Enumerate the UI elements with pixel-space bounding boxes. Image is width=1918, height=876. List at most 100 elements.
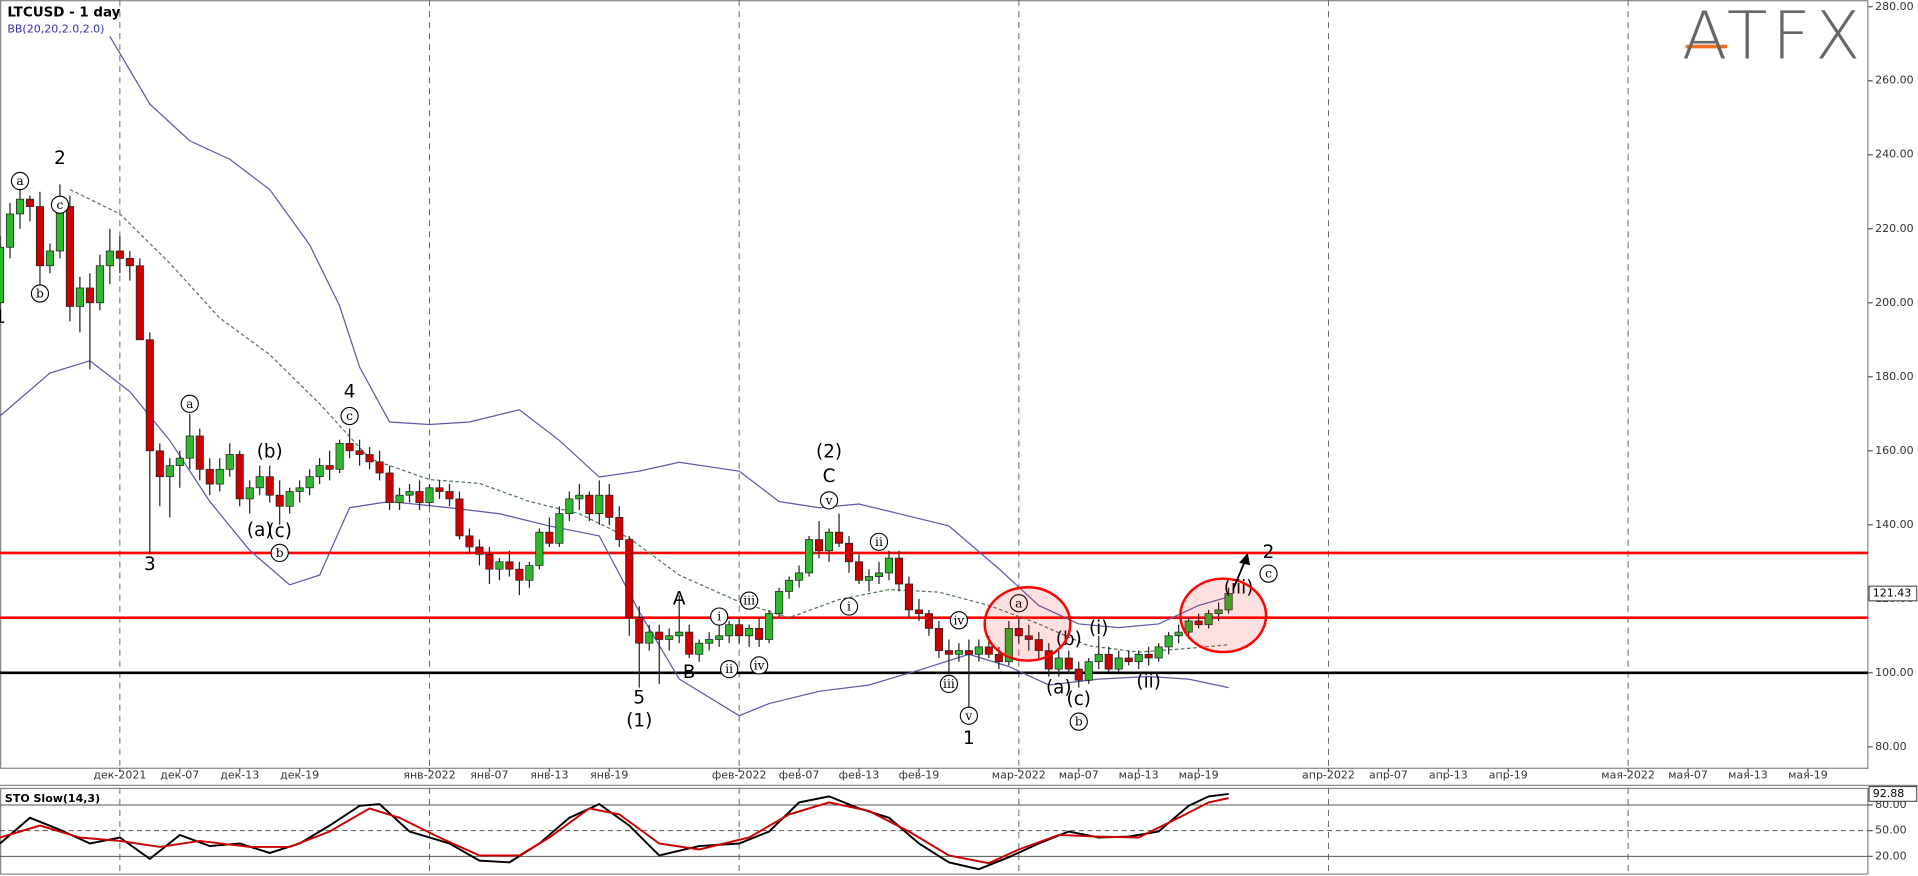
candle-body xyxy=(415,491,424,503)
candle-body xyxy=(894,557,904,585)
wave-label: iv xyxy=(754,659,765,673)
candle-body xyxy=(705,639,714,644)
x-tick-label: фев-19 xyxy=(899,769,940,782)
x-tick-label: янв-2022 xyxy=(403,769,455,782)
candle-body xyxy=(565,498,574,515)
wave-label: 2 xyxy=(54,148,66,169)
candle-body xyxy=(755,628,764,640)
y-tick-label: 240.00 xyxy=(1875,148,1914,161)
y-tick-label: 50.00 xyxy=(1875,824,1907,837)
candle-body xyxy=(655,631,664,640)
candle-body xyxy=(425,487,434,503)
wave-circle xyxy=(180,394,199,413)
indicator-line xyxy=(0,792,1229,871)
arrow-head xyxy=(1239,552,1251,566)
candle-body xyxy=(195,435,204,470)
candle-body xyxy=(1134,653,1143,663)
wave-circle xyxy=(939,674,959,694)
candle-body xyxy=(1024,635,1033,640)
candle-body xyxy=(465,535,474,548)
candle-body xyxy=(874,572,884,577)
wave-label: b xyxy=(36,287,44,301)
candle-body xyxy=(725,624,734,637)
y-tick-label: 80.00 xyxy=(1875,740,1907,753)
wave-label: iii xyxy=(943,677,955,691)
candle-body xyxy=(884,557,894,574)
x-tick-label: мар-19 xyxy=(1179,769,1219,782)
candle-body xyxy=(1094,653,1103,663)
y-tick-label: 180.00 xyxy=(1875,370,1914,383)
y-tick-label: 100.00 xyxy=(1875,666,1914,679)
main-frame xyxy=(0,0,1869,769)
candle-body xyxy=(1214,609,1223,614)
x-tick-label: мая-2022 xyxy=(1601,769,1655,782)
wave-label: c xyxy=(57,198,64,212)
x-tick-label: мая-13 xyxy=(1728,769,1768,782)
candle-body xyxy=(805,539,814,574)
wave-circle xyxy=(959,706,978,725)
candle-body xyxy=(65,206,74,307)
x-tick-label: янв-07 xyxy=(470,769,508,782)
y-tick-label: 20.00 xyxy=(1875,849,1907,862)
wave-label: (a) xyxy=(247,520,273,541)
candle-body xyxy=(395,494,404,503)
x-tick-label: дек-07 xyxy=(160,769,199,782)
wave-label: 3 xyxy=(144,554,156,575)
wave-label: c xyxy=(1265,567,1272,581)
candle-body xyxy=(375,461,384,474)
wave-label: (i) xyxy=(1089,618,1108,639)
candle-body xyxy=(1014,628,1023,637)
candle-body xyxy=(455,498,464,537)
candle-body xyxy=(5,213,15,248)
candle-body xyxy=(155,450,164,478)
x-tick-label: мая-07 xyxy=(1668,769,1708,782)
candle-body xyxy=(815,539,824,552)
wave-circle xyxy=(949,611,969,630)
candle-body xyxy=(685,631,694,655)
candle-body xyxy=(545,531,554,544)
candle-body xyxy=(365,454,374,463)
wave-label: i xyxy=(847,600,851,614)
highlight-ellipse xyxy=(1179,577,1268,654)
candle-body xyxy=(1054,657,1063,670)
candle-body xyxy=(125,258,134,267)
candle-body xyxy=(765,613,774,640)
candle-body xyxy=(775,591,784,614)
candle-body xyxy=(854,561,864,581)
wave-circle xyxy=(10,171,30,191)
highlights xyxy=(983,552,1268,662)
chart-title: LTCUSD - 1 day xyxy=(7,5,120,20)
wave-label: (2) xyxy=(816,442,842,463)
candle-body xyxy=(904,583,913,611)
wave-label: ii xyxy=(875,535,883,549)
wave-label: (iii) xyxy=(1224,577,1254,598)
wave-circle xyxy=(270,543,289,563)
wave-label: (a) xyxy=(1046,678,1072,699)
wave-label: iv xyxy=(953,613,964,627)
wave-label: a xyxy=(1015,596,1022,610)
candle-body xyxy=(1034,639,1043,651)
x-tick-label: фев-13 xyxy=(839,769,880,782)
candle-body xyxy=(145,339,154,452)
wave-label: (1) xyxy=(626,711,652,732)
candle-body xyxy=(515,568,524,581)
x-tick-label: дек-2021 xyxy=(93,769,146,782)
candle-body xyxy=(555,513,564,544)
candle-body xyxy=(645,631,654,644)
candle-body xyxy=(295,487,304,492)
x-tick-label: апр-19 xyxy=(1489,769,1528,782)
indicator-line xyxy=(69,189,1229,653)
candle-body xyxy=(285,491,294,507)
wave-circle xyxy=(740,591,759,610)
candle-body xyxy=(185,435,194,459)
candle-body xyxy=(575,494,584,500)
wave-label: iii xyxy=(743,594,755,608)
wave-label: (ii) xyxy=(1136,671,1161,692)
wave-circle xyxy=(1069,712,1088,731)
candle-body xyxy=(445,491,454,500)
x-tick-label: янв-13 xyxy=(530,769,568,782)
x-tick-label: дек-19 xyxy=(280,769,319,782)
candle-body xyxy=(924,613,933,629)
wave-label: C xyxy=(823,466,836,487)
